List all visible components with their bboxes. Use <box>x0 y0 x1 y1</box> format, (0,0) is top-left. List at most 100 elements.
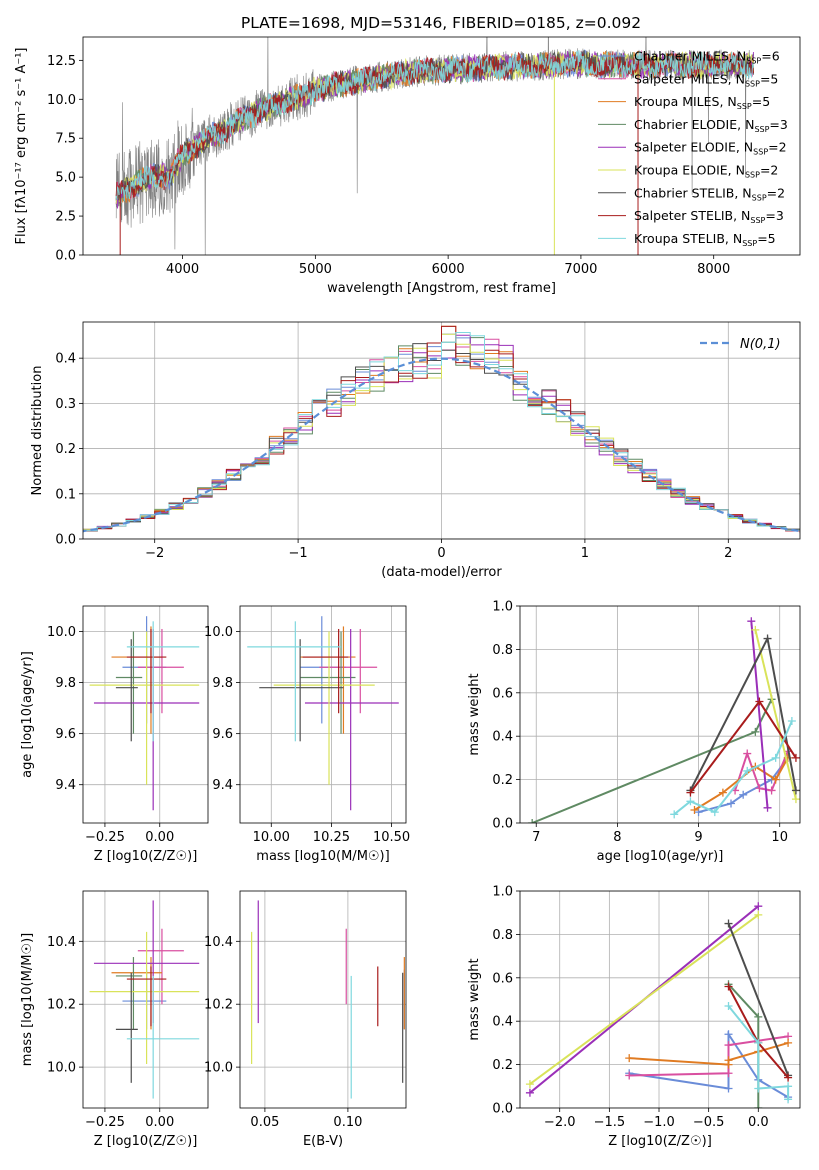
x-axis-label: age [log10(age/yr)] <box>597 849 724 864</box>
weight-marker-chabrier_stelib <box>791 786 800 795</box>
x-tick-label: 0 <box>437 546 445 561</box>
y-tick-label: 0.2 <box>492 1058 513 1073</box>
y-tick-label: 9.6 <box>55 727 76 742</box>
y-tick-label: 0.6 <box>492 971 513 986</box>
legend-label: Chabrier STELIB, N <box>634 185 752 200</box>
x-tick-label: 10 <box>771 830 788 845</box>
legend-subscript: SSP <box>745 79 760 88</box>
legend-value: =2 <box>760 163 778 178</box>
weight-marker-kroupa_miles <box>724 1056 733 1065</box>
weight-marker-kroupa_miles <box>625 1054 634 1063</box>
axes-frame <box>239 605 407 824</box>
weight-marker-salpeter_stelib <box>791 753 800 762</box>
y-axis-label: age [log10(age/yr)] <box>20 651 35 778</box>
legend-subscript: SSP <box>745 171 760 180</box>
weight-marker-salpeter_miles <box>767 786 776 795</box>
legend-label: Salpeter ELODIE, N <box>634 140 753 155</box>
x-tick-label: 10.25 <box>313 830 350 845</box>
legend-subscript: SSP <box>752 193 767 202</box>
legend-subscript: SSP <box>737 102 752 111</box>
x-tick-label: −0.25 <box>85 830 125 845</box>
weight-marker-chabrier_elodie <box>528 819 537 823</box>
chart-title: PLATE=1698, MJD=53146, FIBERID=0185, z=0… <box>241 14 641 32</box>
legend-label: Chabrier MILES, N <box>634 49 746 64</box>
weight-marker-chabrier_miles <box>727 799 736 808</box>
y-tick-label: 10.0 <box>204 1061 233 1076</box>
weight-marker-kroupa_stelib <box>784 1082 793 1091</box>
weight-marker-chabrier_miles <box>739 790 748 799</box>
y-tick-label: 0.0 <box>492 817 513 832</box>
weight-line-salpeter_elodie <box>750 621 769 808</box>
legend-label-normal: N(0,1) <box>740 337 781 352</box>
weight-line-chabrier_elodie <box>727 983 760 1108</box>
weight-marker-kroupa_elodie <box>525 1080 534 1089</box>
plot-area <box>520 606 800 823</box>
x-tick-label: 1 <box>581 546 589 561</box>
weight-line-chabrier_stelib <box>727 923 790 1076</box>
axes-massweight_vs_Z: −2.0 −1.5 −1.0 −0.5 0.0 0.0 0.2 0.4 0.6 0.8 1.0 Z [… <box>467 885 801 1149</box>
legend-subscript: SSP <box>750 216 765 225</box>
x-tick-label: −0.25 <box>85 1115 125 1130</box>
weight-marker-chabrier_stelib <box>763 634 772 643</box>
y-tick-label: 2.5 <box>55 210 76 225</box>
x-tick-label: −2.0 <box>544 1115 576 1130</box>
weight-line-chabrier_elodie <box>531 698 773 823</box>
y-tick-label: 9.8 <box>212 676 233 691</box>
axes-mass_vs_ebv: 0.05 0.10 10.0 10.2 10.4 E(B-V) <box>204 890 407 1149</box>
y-tick-label: 7.5 <box>55 132 76 147</box>
weight-line-kroupa_elodie <box>754 629 797 800</box>
weight-marker-kroupa_miles <box>690 805 699 814</box>
y-tick-label: 0.4 <box>55 352 76 367</box>
weight-marker-kroupa_stelib <box>686 797 695 806</box>
x-tick-label: 2 <box>724 546 732 561</box>
weight-marker-kroupa_stelib <box>754 1038 763 1047</box>
x-axis-label: Z [log10(Z/Z☉)] <box>94 1134 198 1149</box>
axes-age_vs_Z: −0.25 0.00 9.4 9.6 9.8 10.0 Z [log10(Z/Z☉)] age… <box>20 605 209 864</box>
weight-marker-kroupa_elodie <box>751 625 760 634</box>
x-tick-label: 4000 <box>166 262 199 277</box>
x-tick-label: −2 <box>145 546 164 561</box>
axes-frame <box>519 890 801 1109</box>
weight-marker-chabrier_stelib <box>724 919 733 928</box>
y-tick-label: 9.8 <box>55 676 76 691</box>
legend-label: Salpeter MILES, N <box>634 71 745 86</box>
y-tick-label: 0.4 <box>492 730 513 745</box>
y-tick-label: 10.0 <box>47 1061 76 1076</box>
y-tick-label: 10.2 <box>204 998 233 1013</box>
x-tick-label: 0.05 <box>250 1115 279 1130</box>
x-tick-label: 9 <box>694 830 702 845</box>
plot-area <box>83 606 208 823</box>
legend-entry-chabrier_elodie: Chabrier ELODIE, NSSP=3 <box>634 117 788 134</box>
x-tick-label: −0.5 <box>693 1115 725 1130</box>
y-tick-label: 0.2 <box>492 773 513 788</box>
x-axis-label: wavelength [Angstrom, rest frame] <box>327 281 556 296</box>
x-tick-label: 10.50 <box>373 830 410 845</box>
axes-mass_vs_Z: −0.25 0.00 10.0 10.2 10.4 Z [log10(Z/Z☉)] mass… <box>20 890 209 1149</box>
legend-label: Kroupa ELODIE, N <box>634 163 745 178</box>
legend-label: Chabrier ELODIE, N <box>634 117 754 132</box>
weight-marker-salpeter_elodie <box>747 617 756 626</box>
axes-frame <box>82 36 801 256</box>
legend-entry-kroupa_stelib: Kroupa STELIB, NSSP=5 <box>634 231 776 248</box>
weight-marker-salpeter_miles <box>625 1071 634 1080</box>
x-tick-label: 6000 <box>432 262 465 277</box>
legend-subscript: SSP <box>754 125 769 134</box>
legend-value: =3 <box>769 117 787 132</box>
y-tick-label: 1.0 <box>492 885 513 900</box>
weight-marker-chabrier_miles <box>724 1030 733 1039</box>
y-tick-label: 10.4 <box>47 935 76 950</box>
y-tick-label: 0.3 <box>55 397 76 412</box>
x-tick-label: 8 <box>613 830 621 845</box>
axes-frame <box>239 890 407 1109</box>
weight-marker-kroupa_elodie <box>791 795 800 804</box>
y-tick-label: 0.4 <box>492 1015 513 1030</box>
axes-age_vs_mass: 10.00 10.25 10.50 9.4 9.6 9.8 10.0 mass [log10(… <box>204 605 410 864</box>
legend-subscript: SSP <box>746 57 761 66</box>
normal-curve <box>83 357 800 533</box>
y-tick-label: 10.2 <box>47 998 76 1013</box>
weight-marker-salpeter_miles <box>743 749 752 758</box>
weight-marker-salpeter_miles <box>724 1069 733 1078</box>
weight-marker-chabrier_elodie <box>754 1104 763 1108</box>
weight-marker-kroupa_stelib <box>754 1084 763 1093</box>
